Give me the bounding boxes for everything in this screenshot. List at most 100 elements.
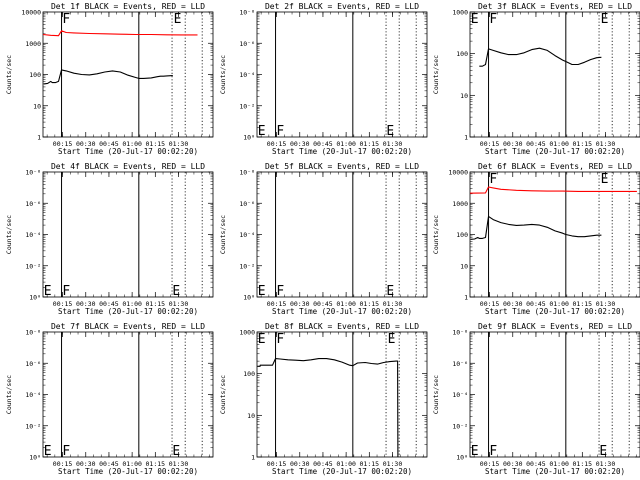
events-series-line [257,358,399,458]
x-tick-label: 00:15 [480,460,500,468]
x-tick-label: 01:00 [549,460,569,468]
plot-frame [42,11,214,138]
x-tick-label: 00:15 [53,140,73,148]
panel-title: Det 1f BLACK = Events, RED = LLD [51,2,205,11]
panel-title: Det 8f BLACK = Events, RED = LLD [265,322,419,331]
y-tick-label: 10⁰ [243,134,255,142]
plot-frame [469,11,640,138]
x-tick-label: 01:00 [122,140,142,148]
y-tick-label: 1 [464,134,468,142]
x-tick-label: 00:45 [526,140,546,148]
det-panel-6: Det 6f BLACK = Events, RED = LLD 1 10 100 10… [432,162,640,316]
det-panel-4: Det 4f BLACK = Events, RED = LLD 10⁰ 10⁻² 1… [5,162,214,316]
event-marker-e: E [471,444,479,459]
x-tick-label: 01:15 [360,300,380,308]
y-tick-label: 100 [29,71,41,79]
plot-frame [469,331,640,458]
event-marker-e: E [258,284,266,299]
y-axis-label: Counts/sec [219,55,227,94]
y-tick-label: 10⁻⁴ [452,391,468,399]
x-tick-label: 01:30 [596,460,616,468]
event-marker-f: F [489,12,497,27]
x-axis-label: Start Time (20-Jul-17 00:02:20) [485,307,625,316]
event-marker-e: E [388,332,396,347]
y-tick-label: 10⁻⁸ [452,329,468,337]
event-marker-e: E [471,12,479,27]
event-marker-f: F [62,12,70,27]
event-marker-e: E [172,284,180,299]
x-axis-label: Start Time (20-Jul-17 00:02:20) [485,467,625,476]
y-tick-label: 10000 [21,9,41,17]
x-tick-label: 01:15 [573,460,593,468]
y-axis-label: Counts/sec [5,375,13,414]
panel-title: Det 7f BLACK = Events, RED = LLD [51,322,205,331]
x-tick-label: 00:30 [76,460,96,468]
y-tick-label: 1 [37,134,41,142]
y-tick-label: 10⁰ [29,454,41,462]
y-tick-label: 10⁻⁶ [239,200,255,208]
y-tick-label: 10⁻⁸ [239,9,255,17]
x-tick-label: 00:30 [503,300,523,308]
y-tick-label: 10⁰ [456,454,468,462]
event-marker-e: E [258,332,266,347]
y-tick-label: 1 [464,294,468,302]
x-tick-label: 00:45 [99,300,119,308]
event-marker-f: F [62,444,70,459]
x-axis-label: Start Time (20-Jul-17 00:02:20) [485,147,625,156]
x-tick-label: 01:30 [596,140,616,148]
det-panel-5: Det 5f BLACK = Events, RED = LLD 10⁰ 10⁻² 1… [219,162,428,316]
x-tick-label: 00:30 [503,460,523,468]
x-tick-label: 01:00 [336,140,356,148]
event-marker-f: F [62,284,70,299]
x-tick-label: 00:45 [313,300,333,308]
x-tick-label: 01:00 [336,460,356,468]
y-tick-label: 10⁻² [239,262,255,270]
x-tick-label: 01:30 [169,460,189,468]
y-axis-label: Counts/sec [432,215,440,254]
event-marker-e: E [174,12,182,27]
panel-title: Det 3f BLACK = Events, RED = LLD [478,2,632,11]
x-tick-label: 00:15 [53,300,73,308]
panel-title: Det 4f BLACK = Events, RED = LLD [51,162,205,171]
y-tick-label: 10 [247,412,255,420]
x-axis-label: Start Time (20-Jul-17 00:02:20) [58,307,198,316]
y-tick-label: 10⁻⁶ [25,360,41,368]
y-tick-label: 10⁻² [25,262,41,270]
y-axis-label: Counts/sec [5,55,13,94]
y-tick-label: 100 [456,50,468,58]
x-tick-label: 01:30 [169,140,189,148]
y-axis-label: Counts/sec [219,375,227,414]
lld-series-line [42,30,198,37]
y-tick-label: 10⁻² [452,422,468,430]
panel-title: Det 2f BLACK = Events, RED = LLD [265,2,419,11]
x-tick-label: 01:30 [596,300,616,308]
y-tick-label: 10⁻⁴ [25,231,41,239]
y-tick-label: 10⁰ [243,294,255,302]
y-tick-label: 10⁻⁶ [25,200,41,208]
x-tick-label: 00:15 [480,300,500,308]
x-tick-label: 00:30 [290,140,310,148]
det-panel-9: Det 9f BLACK = Events, RED = LLD 10⁰ 10⁻² 1… [432,322,640,476]
lld-series-line [469,186,637,194]
x-tick-label: 00:45 [99,460,119,468]
y-tick-label: 10⁻⁴ [239,231,255,239]
y-axis-label: Counts/sec [219,215,227,254]
det-panel-8: Det 8f BLACK = Events, RED = LLD 1 10 100 10… [219,322,428,476]
event-marker-e: E [386,284,394,299]
events-series-line [470,215,602,240]
x-tick-label: 01:00 [336,300,356,308]
y-tick-label: 10⁻⁶ [239,40,255,48]
x-axis-label: Start Time (20-Jul-17 00:02:20) [272,307,412,316]
plot-frame [256,171,428,298]
x-axis-label: Start Time (20-Jul-17 00:02:20) [272,147,412,156]
x-tick-label: 00:30 [76,140,96,148]
y-axis-label: Counts/sec [432,375,440,414]
y-tick-label: 10000 [448,169,468,177]
x-tick-label: 00:30 [290,460,310,468]
y-axis-label: Counts/sec [5,215,13,254]
event-marker-e: E [258,124,266,139]
x-tick-label: 01:15 [573,300,593,308]
panel-title: Det 5f BLACK = Events, RED = LLD [265,162,419,171]
x-axis-label: Start Time (20-Jul-17 00:02:20) [58,147,198,156]
x-tick-label: 00:15 [480,140,500,148]
